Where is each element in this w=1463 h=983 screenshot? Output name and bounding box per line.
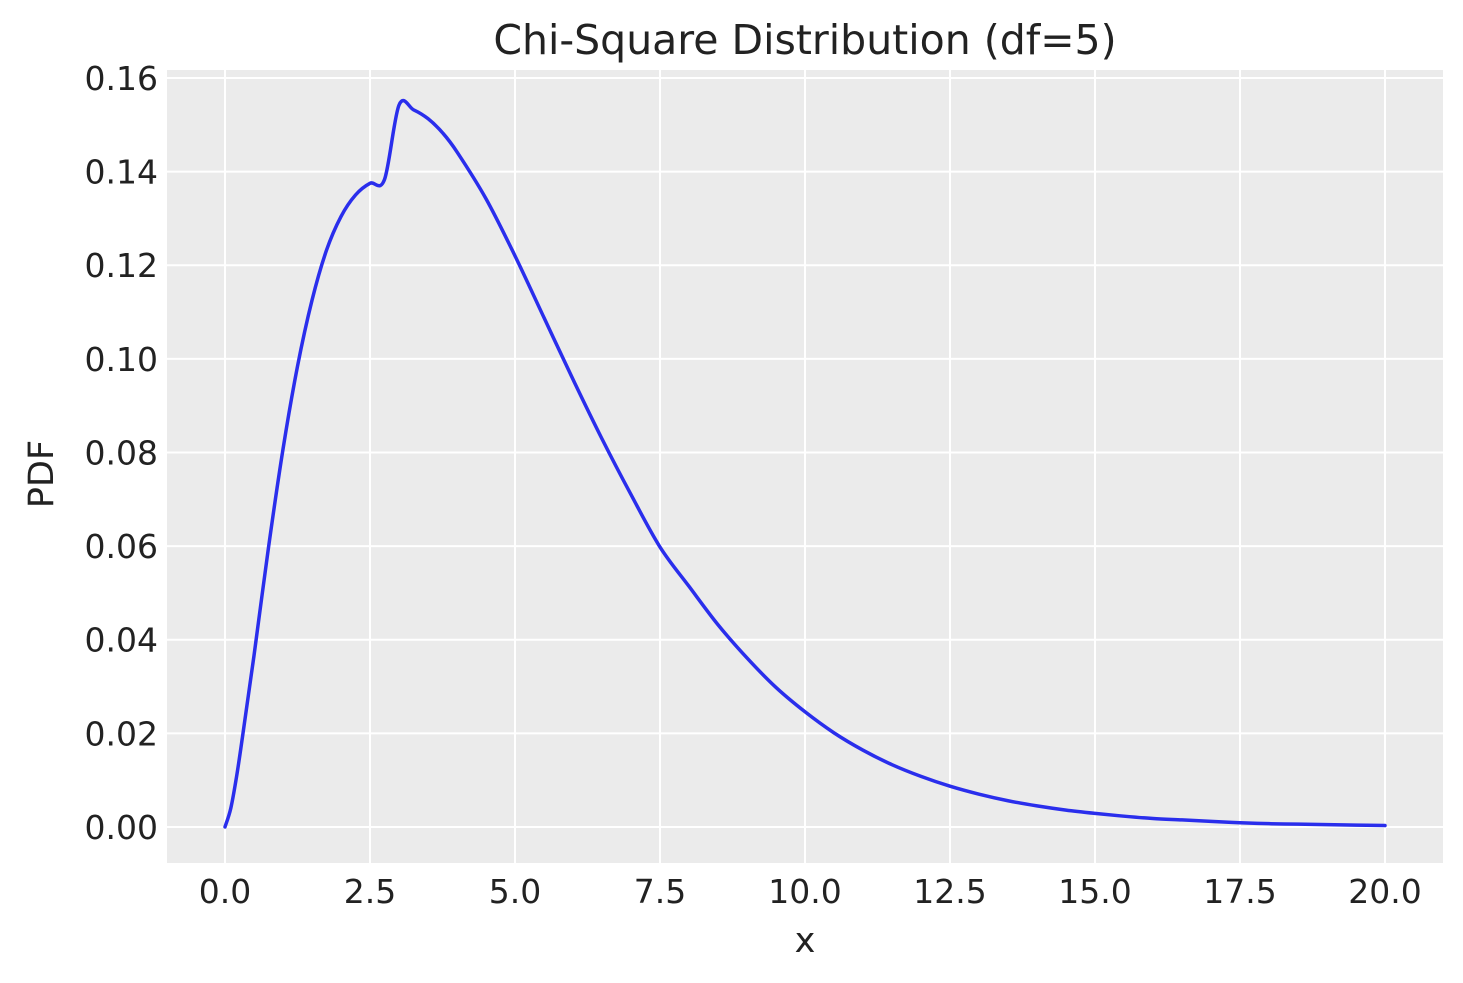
y-tick-label: 0.08 <box>85 433 158 472</box>
grid <box>167 70 1443 863</box>
x-tick-label: 5.0 <box>489 872 541 911</box>
y-tick-label: 0.10 <box>85 340 158 379</box>
series-line <box>223 98 1387 829</box>
y-axis-label: PDF <box>22 440 62 508</box>
y-tick-label: 0.04 <box>85 621 158 660</box>
x-tick-label: 17.5 <box>1203 872 1276 911</box>
y-tick-label: 0.00 <box>85 808 158 847</box>
x-tick-label: 7.5 <box>634 872 686 911</box>
x-tick-label: 2.5 <box>344 872 396 911</box>
y-tick-label: 0.02 <box>85 714 158 753</box>
y-tick-label: 0.14 <box>85 153 158 192</box>
x-axis-label: x <box>795 921 816 961</box>
y-tick-label: 0.16 <box>85 59 158 98</box>
chart-title: Chi-Square Distribution (df=5) <box>493 16 1116 64</box>
x-tick-label: 10.0 <box>768 872 841 911</box>
x-tick-label: 15.0 <box>1058 872 1131 911</box>
x-tick-labels: 0.0 2.5 5.0 7.5 10.0 12.5 15.0 17.5 20.0 <box>199 872 1422 911</box>
x-tick-label: 0.0 <box>199 872 251 911</box>
y-tick-label: 0.12 <box>85 246 158 285</box>
y-tick-label: 0.06 <box>85 527 158 566</box>
x-tick-label: 20.0 <box>1348 872 1421 911</box>
y-tick-labels: 0.00 0.02 0.04 0.06 0.08 0.10 0.12 0.14 0.16 <box>85 59 158 847</box>
x-tick-label: 12.5 <box>913 872 986 911</box>
